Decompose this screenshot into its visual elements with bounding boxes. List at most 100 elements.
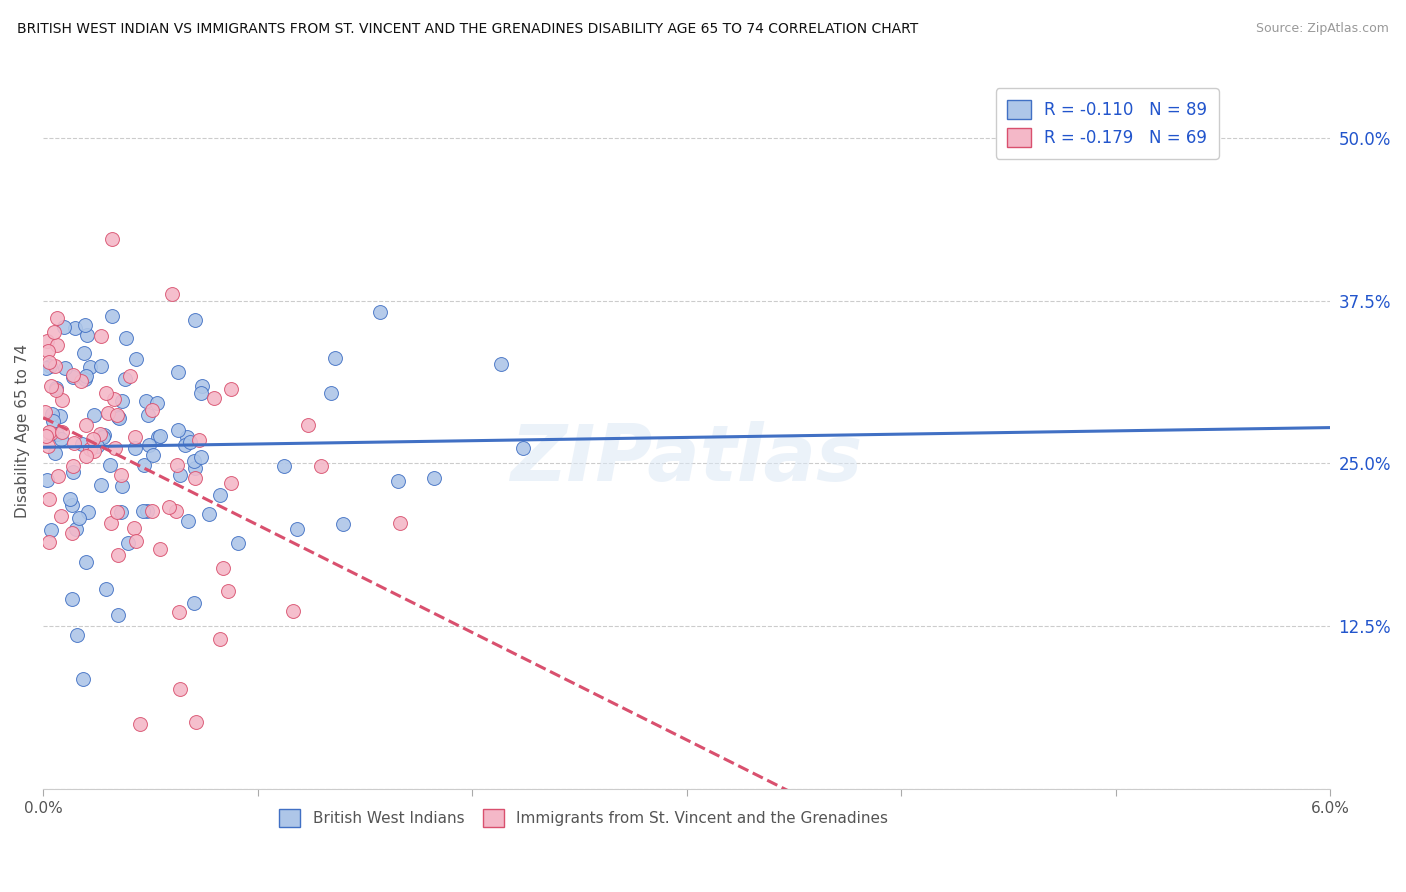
Point xyxy=(90,328,112,343)
Point xyxy=(141,403,163,417)
Point xyxy=(107,409,129,424)
Point xyxy=(136,408,159,422)
Point xyxy=(82,432,104,446)
Text: Source: ZipAtlas.com: Source: ZipAtlas.com xyxy=(1256,22,1389,36)
Point xyxy=(332,517,354,532)
Point xyxy=(107,608,129,623)
Point xyxy=(76,327,98,342)
Point xyxy=(35,429,58,443)
Point xyxy=(134,458,156,473)
Point xyxy=(132,503,155,517)
Point xyxy=(107,505,129,519)
Point xyxy=(70,374,93,388)
Point xyxy=(96,582,118,596)
Point xyxy=(122,521,145,535)
Point xyxy=(105,408,128,422)
Point xyxy=(59,491,82,506)
Point xyxy=(97,407,120,421)
Point xyxy=(46,468,69,483)
Point xyxy=(142,448,165,462)
Point xyxy=(44,359,66,373)
Point xyxy=(108,411,131,425)
Point xyxy=(129,716,152,731)
Point xyxy=(45,311,67,326)
Point xyxy=(184,460,207,475)
Point xyxy=(103,392,125,406)
Point xyxy=(60,498,83,512)
Point xyxy=(46,338,69,352)
Point xyxy=(83,444,105,458)
Point xyxy=(135,394,157,409)
Point xyxy=(190,378,212,392)
Point xyxy=(37,439,59,453)
Point xyxy=(90,477,112,491)
Point xyxy=(62,370,84,384)
Point xyxy=(83,408,105,422)
Point xyxy=(51,425,73,439)
Point xyxy=(117,536,139,550)
Point xyxy=(38,425,60,439)
Point xyxy=(45,427,67,442)
Point xyxy=(177,514,200,528)
Point xyxy=(44,446,66,460)
Point xyxy=(285,522,308,536)
Point xyxy=(138,438,160,452)
Point xyxy=(75,418,97,433)
Point xyxy=(45,381,67,395)
Point xyxy=(190,386,212,401)
Point xyxy=(149,542,172,557)
Point xyxy=(110,467,132,482)
Point xyxy=(148,430,170,444)
Point xyxy=(51,392,73,407)
Point xyxy=(198,507,221,521)
Point xyxy=(219,475,242,490)
Point xyxy=(208,487,231,501)
Point xyxy=(115,331,138,345)
Point xyxy=(323,351,346,366)
Point xyxy=(135,503,157,517)
Point xyxy=(184,471,207,485)
Point xyxy=(39,379,62,393)
Text: ZIPatlas: ZIPatlas xyxy=(510,421,863,498)
Point xyxy=(169,467,191,482)
Text: BRITISH WEST INDIAN VS IMMIGRANTS FROM ST. VINCENT AND THE GRENADINES DISABILITY: BRITISH WEST INDIAN VS IMMIGRANTS FROM S… xyxy=(17,22,918,37)
Point xyxy=(72,345,94,359)
Point xyxy=(226,536,249,550)
Point xyxy=(93,430,115,444)
Point xyxy=(141,504,163,518)
Point xyxy=(75,372,97,386)
Point xyxy=(190,450,212,464)
Point xyxy=(75,318,97,332)
Point xyxy=(39,359,62,373)
Point xyxy=(65,522,87,536)
Point xyxy=(34,404,56,418)
Point xyxy=(165,504,187,518)
Point xyxy=(512,441,534,455)
Point xyxy=(62,436,84,450)
Point xyxy=(101,309,124,323)
Point xyxy=(90,359,112,373)
Point xyxy=(124,533,146,548)
Point xyxy=(319,386,342,401)
Point xyxy=(49,432,72,446)
Point xyxy=(174,438,197,452)
Point xyxy=(202,391,225,405)
Point xyxy=(183,453,205,467)
Point xyxy=(107,548,129,562)
Point xyxy=(188,434,211,448)
Point xyxy=(125,351,148,366)
Point xyxy=(100,516,122,530)
Point xyxy=(124,442,146,456)
Point xyxy=(423,471,446,485)
Point xyxy=(389,516,412,530)
Point xyxy=(86,439,108,453)
Point xyxy=(491,357,513,371)
Point xyxy=(89,427,111,442)
Point xyxy=(167,365,190,379)
Point xyxy=(70,437,93,451)
Point xyxy=(75,449,97,463)
Point xyxy=(79,442,101,457)
Point xyxy=(41,523,63,537)
Point xyxy=(60,526,83,541)
Point xyxy=(166,458,188,473)
